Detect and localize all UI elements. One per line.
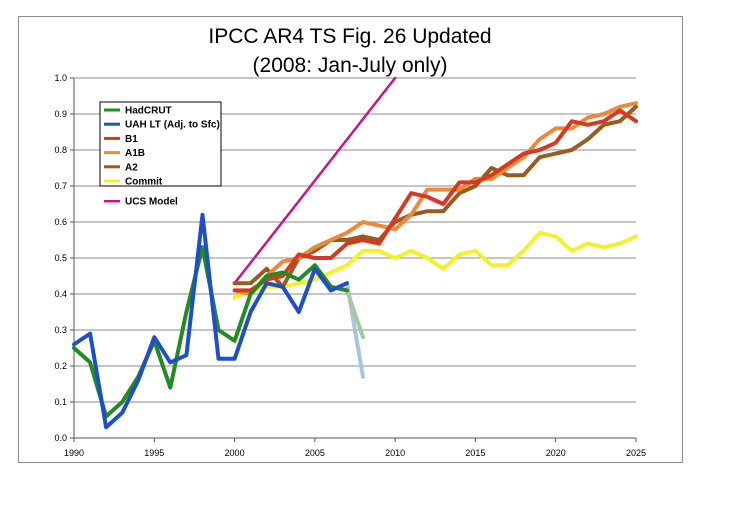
y-tick-label: 0.3 xyxy=(54,325,67,335)
legend-label: A1B xyxy=(125,148,145,159)
series-line-commit xyxy=(232,230,638,300)
axes xyxy=(70,77,637,442)
legend-label: B1 xyxy=(125,134,138,145)
series-line-uah-lt-adj-to-sfc xyxy=(72,212,349,430)
legend-box xyxy=(99,101,222,187)
y-tick-label: 0.8 xyxy=(54,145,67,155)
y-tick-label: 0.5 xyxy=(54,253,67,263)
y-tick-label: 0.1 xyxy=(54,397,67,407)
y-tick-label: 0.2 xyxy=(54,361,67,371)
chart-title: IPCC AR4 TS Fig. 26 Updated xyxy=(208,25,491,48)
y-tick-label: 0.7 xyxy=(54,181,67,191)
series-line-b1 xyxy=(232,108,638,293)
y-tick-label: 0.6 xyxy=(54,217,67,227)
legend-label: A2 xyxy=(125,162,138,173)
x-tick-label: 2025 xyxy=(626,448,646,458)
x-tick-label: 2010 xyxy=(385,448,405,458)
tick-labels: 0.0 0.1 0.2 0.3 0.4 0.5 0.6 0.7 0.8 0.9 1.0 1990 199… xyxy=(54,73,646,458)
chart-subtitle: (2008: Jan-July only) xyxy=(253,54,448,77)
legend-label: UCS Model xyxy=(125,197,178,208)
x-tick-label: 2015 xyxy=(465,448,485,458)
legend-label: UAH LT (Adj. to Sfc) xyxy=(125,120,220,131)
legend: HadCRUT UAH LT (Adj. to Sfc) B1 A1B A2 Commit… xyxy=(99,101,222,208)
y-tick-label: 1.0 xyxy=(54,73,67,83)
series-line-2008-partial xyxy=(345,288,365,340)
x-tick-label: 2020 xyxy=(546,448,566,458)
x-tick-label: 1990 xyxy=(64,448,84,458)
y-tick-label: 0.4 xyxy=(54,289,67,299)
legend-label: Commit xyxy=(125,177,163,188)
x-tick-label: 2005 xyxy=(305,448,325,458)
x-tick-label: 2000 xyxy=(225,448,245,458)
series-line-ucs-model xyxy=(233,76,397,285)
series-lines xyxy=(72,76,638,430)
y-tick-label: 0.9 xyxy=(54,109,67,119)
y-tick-label: 0.0 xyxy=(54,433,67,443)
legend-label: HadCRUT xyxy=(125,106,172,117)
x-tick-label: 1995 xyxy=(144,448,164,458)
